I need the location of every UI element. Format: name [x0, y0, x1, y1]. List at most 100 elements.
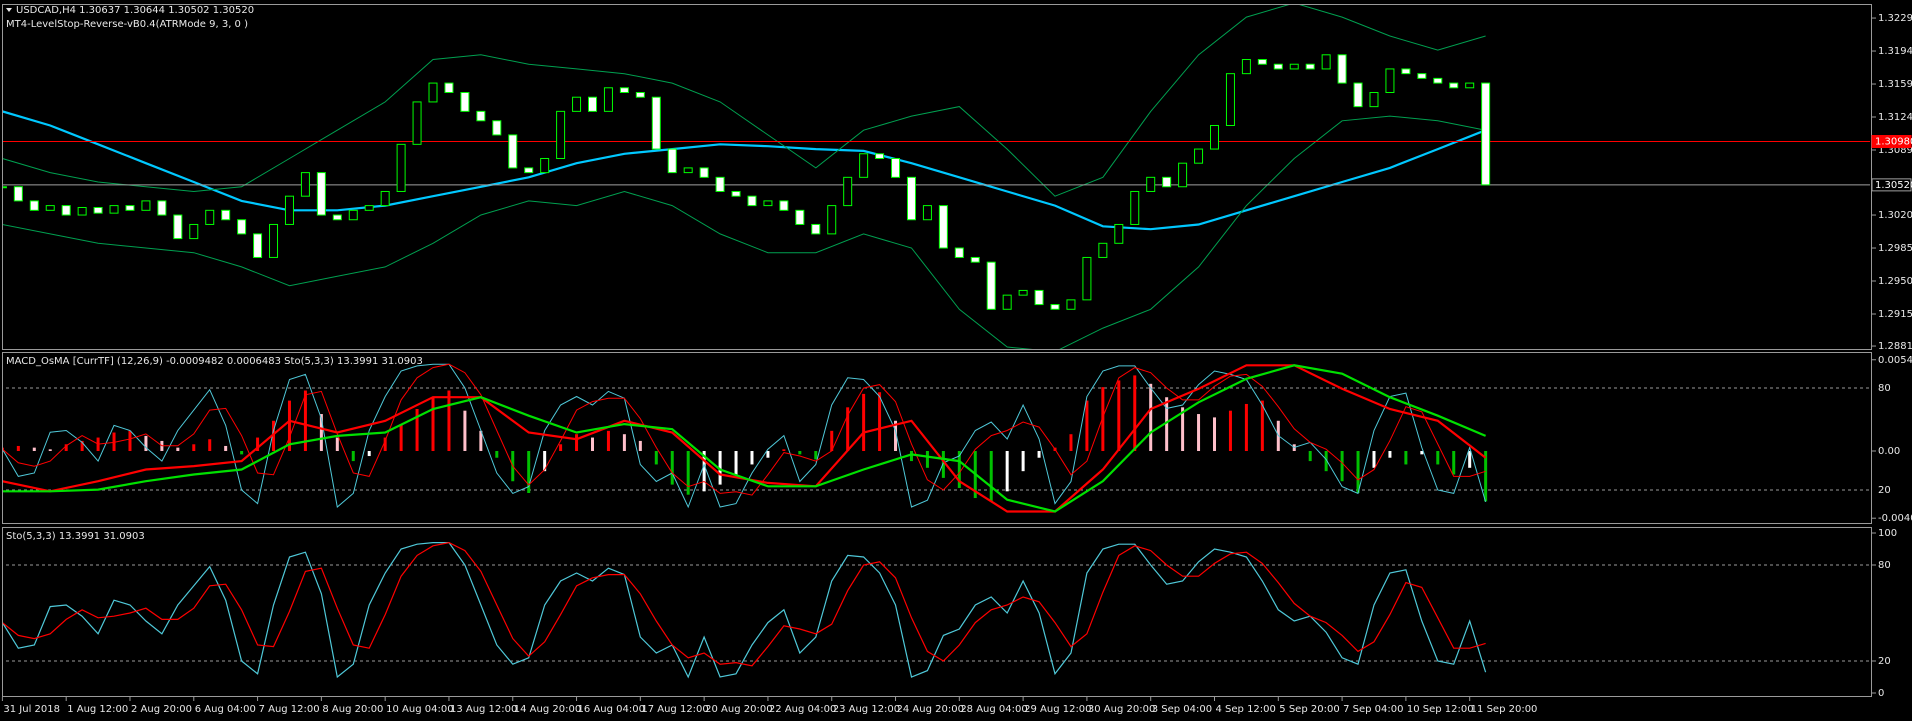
x-tick-label: 14 Aug 20:00 — [514, 704, 581, 715]
histogram-bar — [1021, 451, 1025, 472]
candle — [77, 206, 87, 216]
candle — [1353, 82, 1363, 108]
x-tick-label: 1 Aug 12:00 — [67, 704, 128, 715]
candle — [332, 214, 342, 221]
histogram-bar — [1372, 451, 1376, 468]
histogram-bar — [224, 445, 228, 452]
macd-panel-frame — [2, 352, 1872, 524]
y-tick-label: 80 — [1878, 560, 1891, 571]
candle — [587, 96, 597, 112]
histogram-bar — [941, 451, 945, 478]
candle — [428, 82, 438, 103]
histogram-bar — [479, 430, 483, 452]
candle — [938, 205, 948, 249]
candle — [1465, 82, 1475, 89]
histogram-bar — [1228, 410, 1232, 452]
candle — [970, 256, 980, 263]
histogram-bar — [1181, 407, 1185, 452]
main-panel-frame — [2, 4, 1872, 350]
indicator-name: MT4-LevelStop-Reverse-vB0.4(ATRMode 9, 3… — [6, 19, 248, 30]
x-tick-label: 29 Aug 12:00 — [1024, 704, 1091, 715]
x-tick-label: 7 Sep 04:00 — [1343, 704, 1403, 715]
histogram-bar — [48, 449, 52, 452]
y-tick-label: 100 — [1878, 528, 1897, 539]
histogram-bar — [495, 451, 499, 458]
candle — [1481, 82, 1491, 186]
x-tick-label: 10 Sep 12:00 — [1407, 704, 1474, 715]
candle — [1002, 294, 1012, 310]
collapse-arrow[interactable] — [6, 8, 12, 12]
candle — [540, 157, 550, 174]
histogram-bar — [1101, 387, 1105, 452]
candle — [13, 186, 23, 202]
x-tick-label: 6 Aug 04:00 — [195, 704, 256, 715]
histogram-bar — [208, 439, 212, 452]
histogram-bar — [638, 440, 642, 452]
histogram-bar — [782, 449, 786, 452]
main-plot — [3, 5, 1870, 349]
histogram-bar — [909, 451, 913, 462]
histogram-bar — [144, 435, 148, 452]
histogram-bar — [622, 434, 626, 452]
candle — [1225, 73, 1235, 126]
candle — [412, 101, 422, 145]
candle — [476, 110, 486, 122]
y-tick-label: 20 — [1878, 656, 1891, 667]
x-tick-label: 16 Aug 04:00 — [578, 704, 645, 715]
candle — [1369, 92, 1379, 108]
histogram-bar — [1165, 397, 1169, 452]
indicator-line — [3, 364, 1487, 513]
candle — [93, 206, 103, 214]
histogram-bar — [1484, 451, 1488, 502]
candle — [683, 167, 693, 174]
indicator-line — [3, 542, 1487, 679]
histogram-bar — [559, 444, 563, 452]
y-tick-label: 1.29150 — [1878, 309, 1912, 320]
macd-title: MACD_OsMA [CurrTF] (12,26,9) -0.0009482 … — [6, 356, 423, 367]
y-tick-label: 1.28810 — [1878, 341, 1912, 352]
histogram-bar — [846, 407, 850, 452]
histogram-bar — [1149, 383, 1153, 452]
candle — [891, 157, 901, 178]
candle — [667, 148, 677, 174]
histogram-bar — [463, 410, 467, 452]
candle — [651, 96, 661, 150]
candle — [1114, 223, 1124, 244]
histogram-bar — [399, 424, 403, 452]
histogram-bar — [862, 393, 866, 452]
price-label-box — [1871, 135, 1912, 149]
indicator-line — [3, 115, 1486, 349]
candle — [348, 209, 358, 221]
histogram-bar — [1420, 451, 1424, 455]
histogram-bar — [606, 430, 610, 452]
stoch-title: Sto(5,3,3) 13.3991 31.0903 — [6, 531, 145, 542]
histogram-bar — [798, 451, 802, 455]
histogram-bar — [543, 451, 547, 472]
y-tick-label: 1.32290 — [1878, 13, 1912, 24]
histogram-bar — [814, 451, 818, 460]
histogram-bar — [1133, 375, 1137, 452]
macd-plot — [3, 363, 1870, 513]
histogram-bar — [894, 420, 898, 452]
histogram-bar — [1244, 403, 1248, 452]
level-label: 20 — [1878, 485, 1891, 496]
stoch-plot — [3, 541, 1870, 679]
candle — [699, 167, 709, 178]
y-tick-label: 0.005431 — [1878, 355, 1912, 366]
histogram-bar — [1260, 400, 1264, 452]
candle — [779, 200, 789, 211]
candle — [1337, 54, 1347, 84]
y-tick-label: 0.00 — [1878, 446, 1900, 457]
histogram-bar — [686, 451, 690, 495]
candle — [731, 190, 741, 197]
indicator-line — [3, 541, 1486, 667]
x-tick-label: 3 Sep 04:00 — [1152, 704, 1212, 715]
candle — [859, 153, 869, 178]
candle — [1178, 162, 1188, 188]
x-tick-label: 10 Aug 04:00 — [386, 704, 453, 715]
histogram-bar — [590, 437, 594, 452]
histogram-bar — [1005, 451, 1009, 492]
x-tick-label: 4 Sep 12:00 — [1216, 704, 1276, 715]
candle — [508, 134, 518, 169]
candle — [1130, 190, 1140, 225]
